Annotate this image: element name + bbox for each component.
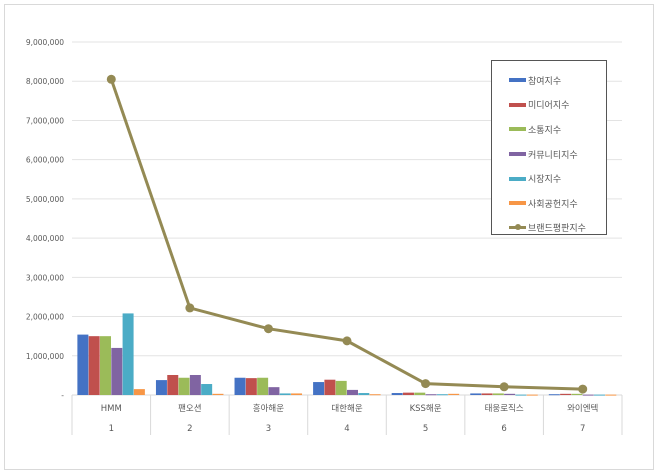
chart-frame	[4, 4, 654, 470]
x-rank-label: 7	[580, 424, 585, 434]
x-category-label: 흥아해운	[253, 403, 284, 414]
line-point	[263, 324, 273, 334]
y-tick-label: -	[61, 391, 64, 400]
legend-item: 브랜드평판지수	[492, 216, 606, 241]
y-tick-label: 3,000,000	[26, 273, 64, 282]
bar-참여지수	[470, 393, 482, 395]
legend-label: 소통지수	[528, 125, 562, 136]
x-category-label: 와이엔텍	[567, 403, 598, 414]
bar-미디어지수	[245, 378, 257, 395]
bar-사회공헌지수	[526, 394, 538, 396]
bar-시장지수	[122, 313, 134, 395]
x-category-label: KSS해운	[410, 404, 442, 414]
legend-label: 브랜드평판지수	[528, 224, 586, 235]
y-tick-label: 5,000,000	[26, 195, 64, 204]
line-point	[421, 379, 431, 389]
bar-소통지수	[492, 393, 504, 395]
legend-label: 시장지수	[528, 175, 562, 186]
bar-사회공헌지수	[133, 389, 145, 395]
bar-미디어지수	[402, 392, 414, 395]
bar-미디어지수	[167, 374, 179, 395]
legend-item: 커뮤니티지수	[492, 142, 606, 167]
legend-swatch	[509, 152, 526, 157]
legend-swatch	[509, 127, 526, 132]
bar-소통지수	[335, 380, 347, 395]
y-tick-label: 8,000,000	[26, 77, 64, 86]
line-point	[499, 382, 509, 392]
x-rank-label: 1	[109, 424, 114, 434]
legend-item: 소통지수	[492, 117, 606, 142]
line-point	[342, 336, 352, 346]
y-tick-label: 4,000,000	[26, 234, 64, 243]
legend-label: 미디어지수	[528, 101, 570, 112]
legend-item: 사회공헌지수	[492, 191, 606, 216]
x-rank-label: 5	[423, 424, 428, 434]
x-rank-label: 2	[187, 424, 192, 434]
y-tick-label: 7,000,000	[26, 116, 64, 125]
bar-참여지수	[155, 380, 167, 395]
legend-swatch	[509, 102, 526, 107]
bar-참여지수	[391, 393, 403, 395]
bar-참여지수	[548, 394, 560, 396]
line-point	[106, 74, 116, 84]
bar-커뮤니티지수	[504, 393, 516, 395]
bar-소통지수	[571, 393, 583, 395]
legend-label: 참여지수	[528, 76, 562, 87]
legend-item: 미디어지수	[492, 93, 606, 118]
legend-item: 시장지수	[492, 166, 606, 191]
bar-커뮤니티지수	[268, 387, 280, 395]
bar-미디어지수	[560, 393, 572, 395]
bar-시장지수	[201, 384, 213, 395]
y-tick-label: 2,000,000	[26, 313, 64, 322]
bar-커뮤니티지수	[347, 389, 358, 395]
y-tick-label: 9,000,000	[26, 38, 64, 47]
y-tick-label: 1,000,000	[26, 352, 64, 361]
bar-커뮤니티지수	[111, 347, 123, 395]
legend-item: 참여지수	[492, 68, 606, 93]
bar-커뮤니티지수	[425, 394, 437, 396]
legend-swatch	[509, 78, 526, 83]
bar-미디어지수	[324, 379, 336, 395]
x-rank-label: 3	[266, 424, 271, 434]
bar-시장지수	[594, 394, 606, 396]
line-point	[578, 384, 588, 394]
x-rank-label: 4	[344, 424, 349, 434]
bar-미디어지수	[481, 393, 493, 395]
bar-사회공헌지수	[291, 393, 303, 395]
bar-사회공헌지수	[448, 393, 460, 395]
line-point	[185, 303, 195, 313]
x-category-label: 태웅로직스	[485, 403, 524, 414]
legend-label: 커뮤니티지수	[528, 150, 578, 161]
x-rank-label: 6	[501, 424, 506, 434]
bar-미디어지수	[88, 336, 100, 395]
legend-swatch	[509, 176, 526, 181]
bar-참여지수	[77, 334, 89, 395]
x-category-label: 팬오션	[178, 403, 201, 414]
bar-커뮤니티지수	[582, 394, 594, 396]
x-category-label: 대한해운	[331, 404, 362, 414]
legend-swatch	[509, 224, 526, 231]
legend-label: 사회공헌지수	[528, 199, 578, 210]
bar-시장지수	[358, 393, 370, 395]
bar-참여지수	[234, 377, 246, 395]
bar-사회공헌지수	[212, 393, 224, 395]
x-category-label: HMM	[101, 404, 122, 414]
bar-소통지수	[414, 392, 426, 395]
bar-참여지수	[313, 382, 325, 395]
bar-사회공헌지수	[369, 394, 381, 396]
bar-소통지수	[178, 377, 190, 395]
bar-시장지수	[279, 393, 291, 395]
bar-소통지수	[99, 336, 111, 395]
bar-시장지수	[515, 394, 527, 396]
bar-커뮤니티지수	[189, 374, 201, 395]
bar-시장지수	[436, 394, 448, 396]
bar-소통지수	[257, 377, 269, 395]
y-tick-label: 6,000,000	[26, 156, 64, 165]
bar-사회공헌지수	[605, 394, 617, 396]
legend-swatch	[509, 201, 526, 206]
